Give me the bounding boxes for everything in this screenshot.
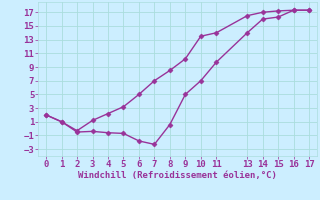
X-axis label: Windchill (Refroidissement éolien,°C): Windchill (Refroidissement éolien,°C) xyxy=(78,171,277,180)
